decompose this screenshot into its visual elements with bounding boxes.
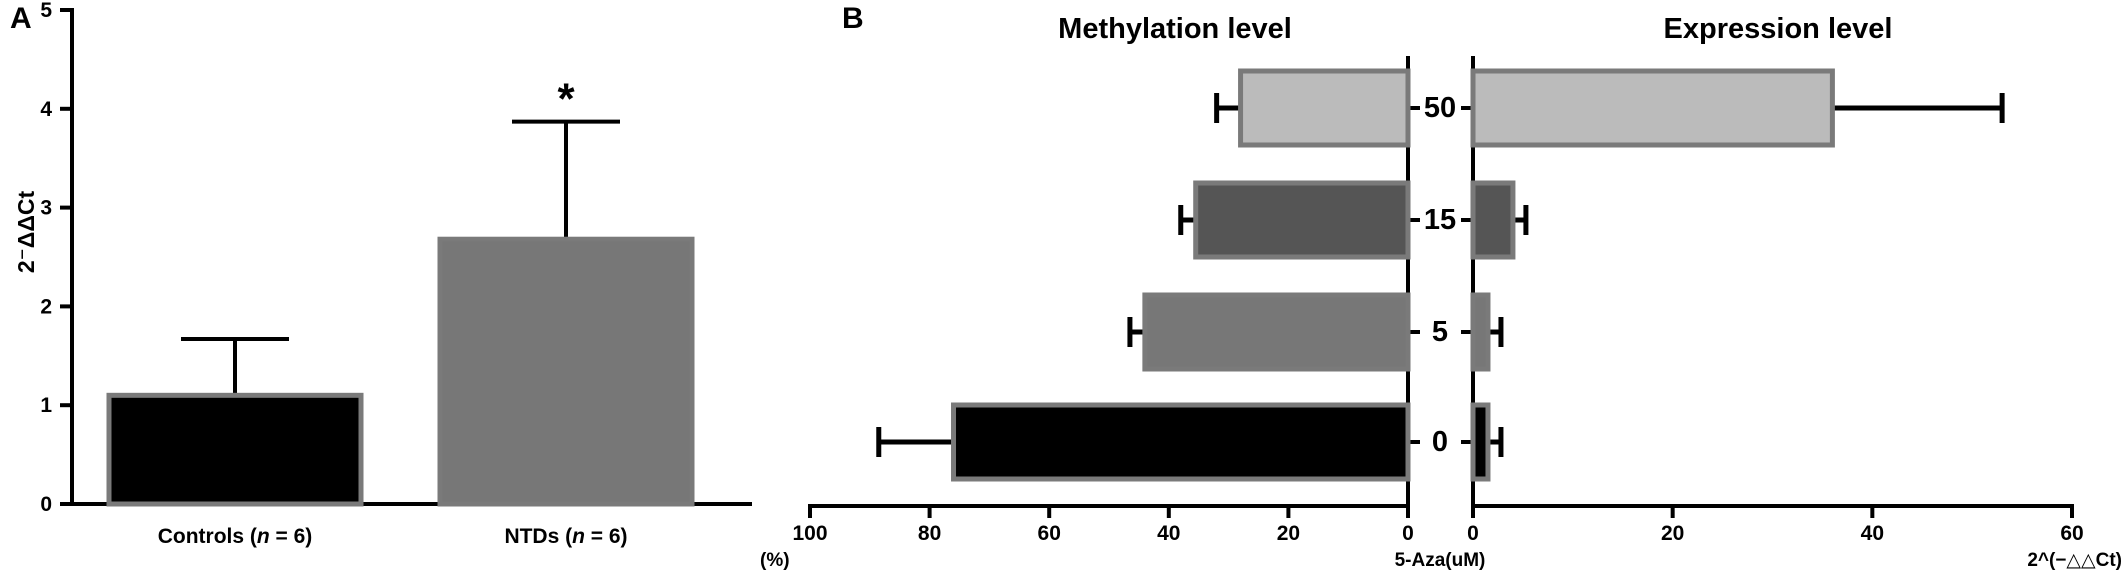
panel-a-bars: * — [106, 75, 695, 507]
panel-a-y-tick-label: 4 — [40, 98, 52, 121]
category-axis-label: 5-Aza(uM) — [1395, 550, 1486, 571]
methylation-x-tick-label: 80 — [918, 522, 941, 545]
expression-x-tick-label: 60 — [2060, 522, 2083, 545]
methylation-x-tick-label: 20 — [1277, 522, 1300, 545]
panel-b: B Methylation level Expression level 100… — [760, 2, 2122, 571]
expression-x-tick-label: 40 — [1861, 522, 1884, 545]
significance-marker: * — [557, 75, 575, 124]
panel-a-y-tick-label: 3 — [40, 197, 52, 220]
panel-a-y-tick-label: 2 — [40, 295, 52, 318]
methylation-x-tick-label: 60 — [1038, 522, 1061, 545]
bar — [106, 392, 364, 507]
panel-a-y-tick-label: 5 — [40, 0, 52, 22]
methylation-bar — [1238, 68, 1411, 148]
panel-a-letter: A — [10, 2, 32, 35]
expression-title: Expression level — [1664, 13, 1893, 45]
methylation-bar — [1193, 180, 1411, 260]
expression-bar — [1470, 68, 1835, 148]
methylation-x-tick-label: 40 — [1157, 522, 1180, 545]
methylation-title: Methylation level — [1058, 13, 1292, 45]
category-label: 50 — [1424, 92, 1456, 124]
category-label: 5 — [1432, 316, 1448, 348]
methylation-x-tick-label: 0 — [1402, 522, 1414, 545]
expression-x-axis-label: 2^(−△△Ct) — [2027, 550, 2122, 571]
expression-bar — [1470, 292, 1491, 372]
category-label: 0 — [1432, 426, 1448, 458]
category-label: 15 — [1424, 204, 1456, 236]
methylation-bar — [1142, 292, 1411, 372]
panel-a-y-tick-label: 0 — [40, 493, 52, 516]
panel-a-y-axis-label: 2⁻ΔΔCt — [13, 191, 39, 274]
expression-x-tick-label: 0 — [1467, 522, 1479, 545]
bar — [437, 236, 695, 507]
panel-a-category-label-controls: Controls (n = 6) — [158, 525, 313, 548]
panel-b-bars — [876, 68, 2005, 482]
panel-a-y-tick-label: 1 — [40, 394, 52, 417]
panel-a: A 0 1 2 3 4 5 * 2⁻ΔΔCt Controls (n = 6) NTDs … — [10, 0, 752, 548]
methylation-bar — [951, 402, 1411, 482]
panel-b-letter: B — [842, 2, 864, 35]
expression-x-tick-label: 20 — [1661, 522, 1684, 545]
methylation-x-axis-label: (%) — [760, 550, 790, 571]
expression-bar — [1470, 402, 1491, 482]
panel-a-category-label-ntds: NTDs (n = 6) — [504, 525, 627, 548]
expression-bar — [1470, 180, 1516, 260]
methylation-x-tick-label: 100 — [792, 522, 827, 545]
